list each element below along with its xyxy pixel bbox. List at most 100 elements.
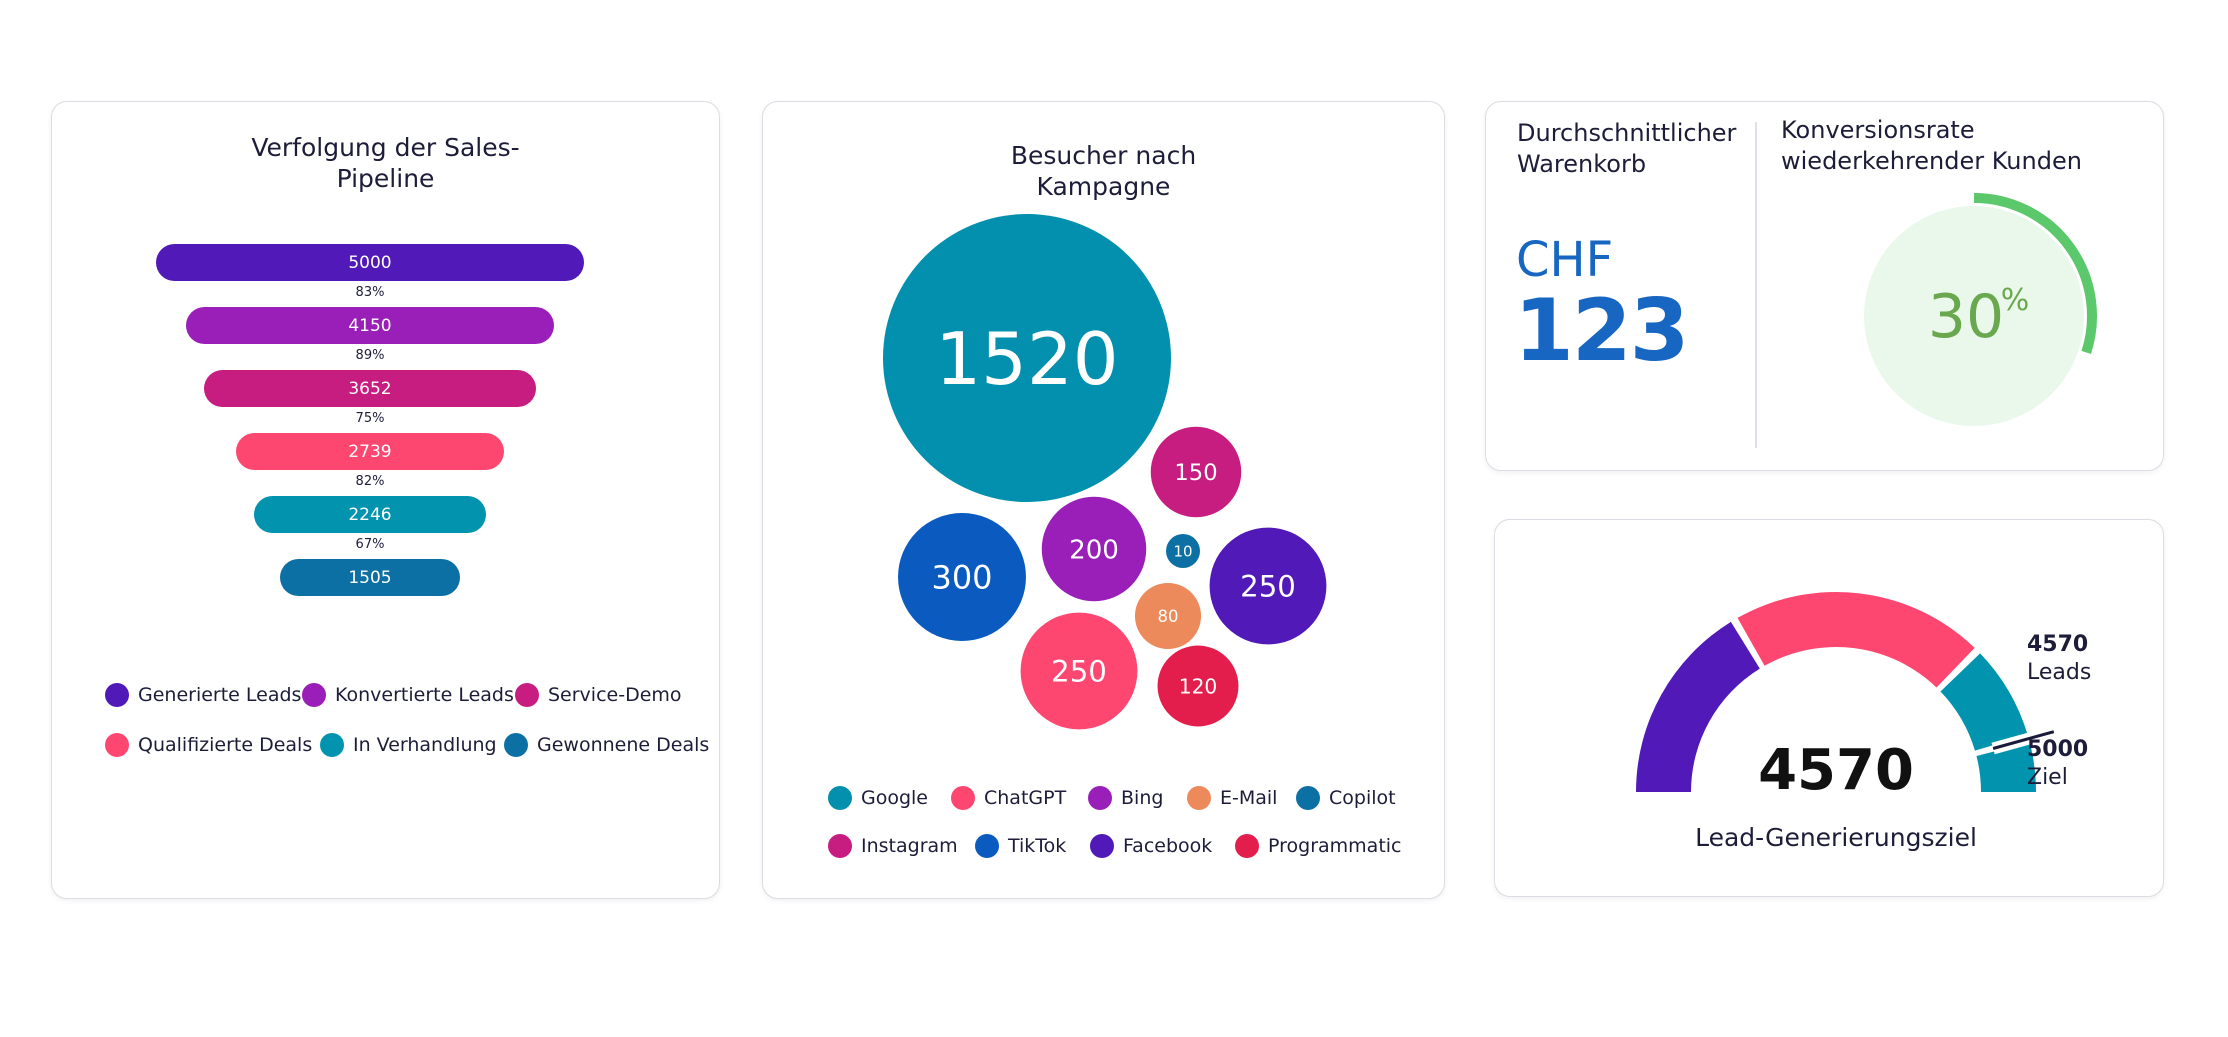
legend-label: TikTok	[1008, 835, 1067, 857]
basket-title-line2: Warenkorb	[1517, 150, 1647, 178]
bubble-label-facebook: 250	[1240, 570, 1296, 604]
pipeline-card: Verfolgung der Sales- Pipeline 5000 83% 41…	[51, 101, 720, 899]
legend-label: Qualifizierte Deals	[138, 734, 313, 756]
bubble-google	[883, 214, 1171, 502]
gauge-segment	[1940, 653, 2028, 751]
legend-dot	[302, 683, 326, 707]
legend-item-konvertierte-leads: Konvertierte Leads	[302, 683, 514, 707]
conversion-title-line2: wiederkehrender Kunden	[1781, 147, 2082, 175]
legend-dot	[105, 733, 129, 757]
funnel-stage-in-verhandlung: 2246	[253, 496, 487, 533]
legend-label: Konvertierte Leads	[335, 684, 514, 706]
visitors-card: Besucher nach Kampagne 1520 300 200 150 10 25…	[762, 101, 1445, 899]
legend-dot	[105, 683, 129, 707]
legend-dot	[1088, 786, 1112, 810]
bubble-label-bing: 200	[1069, 535, 1119, 565]
legend-item-e-mail: E-Mail	[1187, 786, 1277, 810]
lead-gauge	[1636, 592, 2056, 792]
legend-dot	[1187, 786, 1211, 810]
legend-dot	[1235, 834, 1259, 858]
gauge-goal-value: 5000	[2027, 737, 2089, 762]
gauge-segment	[1636, 621, 1760, 792]
funnel-conversion-label: 89%	[355, 348, 385, 363]
legend-item-generierte-leads: Generierte Leads	[105, 683, 301, 707]
bubble-label-programmatic: 120	[1179, 674, 1218, 698]
legend-label: Copilot	[1329, 787, 1396, 809]
pipeline-title: Verfolgung der Sales- Pipeline	[52, 132, 719, 194]
legend-item-programmatic: Programmatic	[1235, 834, 1402, 858]
legend-dot	[504, 733, 528, 757]
funnel-conversion-label: 83%	[355, 285, 385, 300]
legend-label: Programmatic	[1268, 835, 1402, 857]
legend-dot	[951, 786, 975, 810]
visitors-title: Besucher nach Kampagne	[763, 140, 1444, 202]
conversion-title: Konversionsrate wiederkehrender Kunden	[1781, 115, 2082, 177]
bubble-facebook	[1209, 527, 1327, 645]
legend-item-chatgpt: ChatGPT	[951, 786, 1066, 810]
gauge-value: 4570	[1758, 738, 1914, 803]
legend-label: Generierte Leads	[138, 684, 302, 706]
gauge-goal: 5000 Ziel	[2027, 736, 2088, 792]
visitors-bubble-chart: 1520 300 200 150 10 250 250 80 120	[883, 214, 1327, 730]
legend-item-facebook: Facebook	[1090, 834, 1212, 858]
bubble-label-google: 1520	[935, 317, 1118, 401]
legend-label: Gewonnene Deals	[537, 734, 710, 756]
funnel-conversion-label: 75%	[355, 411, 385, 426]
bubble-label-copilot: 10	[1173, 542, 1192, 560]
legend-item-instagram: Instagram	[828, 834, 958, 858]
bubble-chatgpt	[1020, 612, 1138, 730]
bubble-label-chatgpt: 250	[1051, 655, 1107, 689]
legend-label: Facebook	[1123, 835, 1213, 857]
legend-dot	[1296, 786, 1320, 810]
bubble-copilot	[1166, 534, 1200, 568]
legend-item-service-demo: Service-Demo	[515, 683, 682, 707]
funnel-stage-konvertierte-leads: 4150	[186, 307, 554, 344]
funnel-conversion-label: 82%	[355, 474, 385, 489]
basket-title-line1: Durchschnittlicher	[1517, 119, 1737, 147]
legend-label: ChatGPT	[984, 787, 1067, 809]
pipeline-title-line1: Verfolgung der Sales-	[251, 133, 520, 162]
legend-label: Instagram	[861, 835, 958, 857]
funnel-stage-service-demo: 3652	[203, 370, 537, 407]
bubble-tiktok	[898, 513, 1026, 641]
gauge-leads: 4570 Leads	[2027, 631, 2091, 687]
legend-label: Service-Demo	[548, 684, 682, 706]
bubble-instagram	[1150, 426, 1242, 518]
legend-dot	[320, 733, 344, 757]
bubble-label-e-mail: 80	[1158, 607, 1179, 626]
funnel-conversion-label: 67%	[355, 537, 385, 552]
gauge-segment	[1737, 592, 1975, 688]
conversion-ring-fill	[1864, 206, 2084, 426]
legend-item-bing: Bing	[1088, 786, 1163, 810]
funnel-stage-gewonnene-deals: 1505	[280, 559, 460, 596]
gauge-target-marker	[1992, 730, 2055, 750]
bubble-bing	[1041, 496, 1147, 602]
legend-label: E-Mail	[1220, 787, 1278, 809]
basket-currency: CHF	[1516, 232, 1614, 288]
conversion-ring-arc	[1973, 193, 2097, 355]
conversion-ring: 30 %	[1864, 193, 2097, 426]
legend-item-gewonnene-deals: Gewonnene Deals	[504, 733, 709, 757]
legend-dot	[1090, 834, 1114, 858]
basket-value: 123	[1514, 281, 1690, 381]
gauge-caption: Lead-Generierungsziel	[1695, 823, 1977, 852]
legend-label: Bing	[1121, 787, 1164, 809]
legend-label: Google	[861, 787, 929, 809]
basket-title: Durchschnittlicher Warenkorb	[1517, 118, 1736, 180]
kpi-card: Durchschnittlicher Warenkorb CHF 123 Kon…	[1485, 101, 2164, 471]
legend-dot	[975, 834, 999, 858]
conversion-value: 30	[1928, 282, 2004, 352]
gauge-goal-label: Ziel	[2027, 765, 2068, 790]
conversion-title-line1: Konversionsrate	[1781, 116, 1975, 144]
bubble-e-mail	[1134, 582, 1202, 650]
visitors-title-line1: Besucher nach	[1010, 141, 1197, 170]
gauge-segment	[1976, 742, 2036, 792]
legend-item-google: Google	[828, 786, 928, 810]
bubble-label-instagram: 150	[1174, 460, 1217, 486]
legend-label: In Verhandlung	[353, 734, 497, 756]
conversion-unit: %	[2001, 283, 2030, 318]
bubble-label-tiktok: 300	[931, 559, 992, 597]
gauge-leads-value: 4570	[2027, 632, 2089, 657]
legend-item-copilot: Copilot	[1296, 786, 1396, 810]
visitors-title-line2: Kampagne	[1036, 172, 1171, 201]
